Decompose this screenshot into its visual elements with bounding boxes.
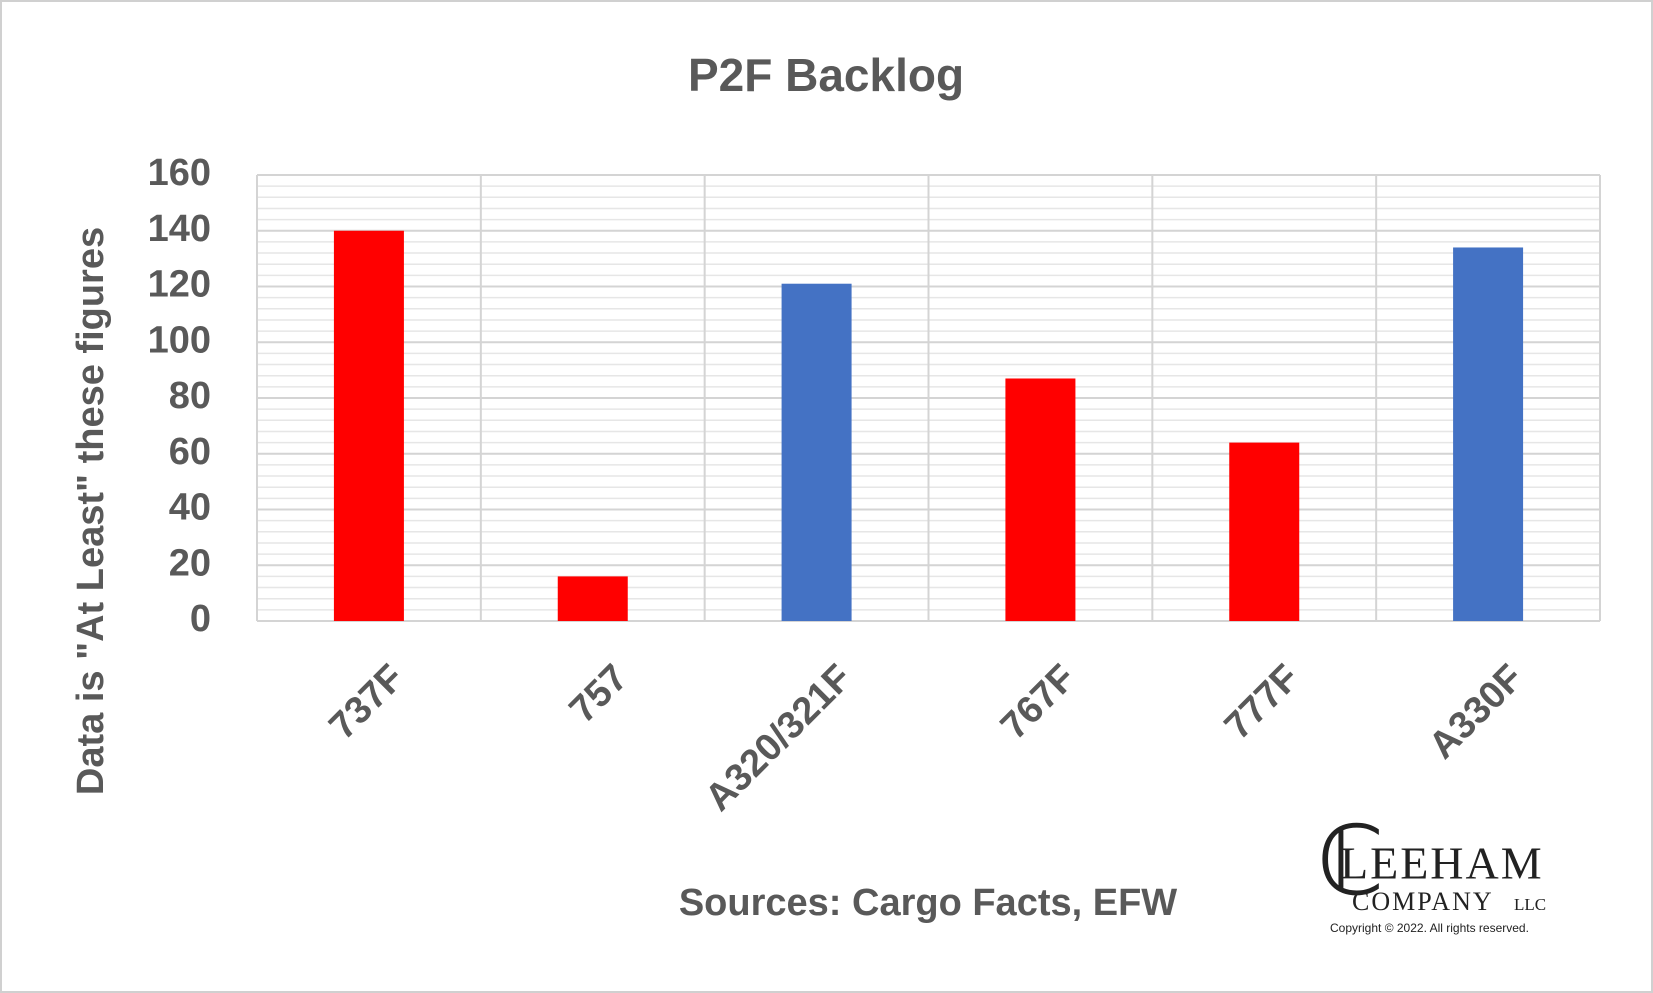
- logo: ℂ LEEHAM COMPANY LLC Copyright © 2022. A…: [1317, 808, 1546, 935]
- y-tick-label: 20: [169, 542, 211, 584]
- bar: [781, 283, 852, 621]
- y-tick-label: 0: [190, 598, 211, 640]
- y-tick-label: 120: [148, 264, 211, 306]
- y-tick-label: 100: [148, 319, 211, 361]
- bar: [557, 576, 628, 621]
- y-axis-title: Data is "At Least" these figures: [70, 227, 112, 795]
- bar: [1229, 442, 1300, 621]
- logo-suffix: LLC: [1514, 895, 1546, 914]
- x-axis-title: Sources: Cargo Facts, EFW: [679, 882, 1177, 924]
- y-tick-label: 60: [169, 431, 211, 473]
- y-tick-label: 40: [169, 487, 211, 529]
- copyright: Copyright © 2022. All rights reserved.: [1330, 921, 1529, 935]
- y-tick-label: 80: [169, 375, 211, 417]
- y-tick-label: 140: [148, 208, 211, 250]
- logo-letter: ℂ: [1317, 808, 1384, 915]
- bar: [1005, 378, 1076, 621]
- y-tick-label: 160: [148, 152, 211, 194]
- bar: [1453, 247, 1524, 621]
- logo-company: COMPANY: [1352, 887, 1494, 916]
- logo-name: LEEHAM: [1340, 838, 1544, 889]
- bar: [333, 230, 404, 621]
- chart-title: P2F Backlog: [688, 49, 964, 101]
